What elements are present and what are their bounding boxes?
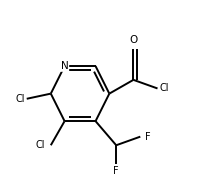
Text: Cl: Cl <box>15 94 25 104</box>
Text: Cl: Cl <box>36 140 45 150</box>
Text: Cl: Cl <box>159 83 169 93</box>
Text: O: O <box>129 35 138 45</box>
Text: N: N <box>61 61 69 71</box>
Text: F: F <box>145 132 150 142</box>
Text: F: F <box>113 166 119 176</box>
